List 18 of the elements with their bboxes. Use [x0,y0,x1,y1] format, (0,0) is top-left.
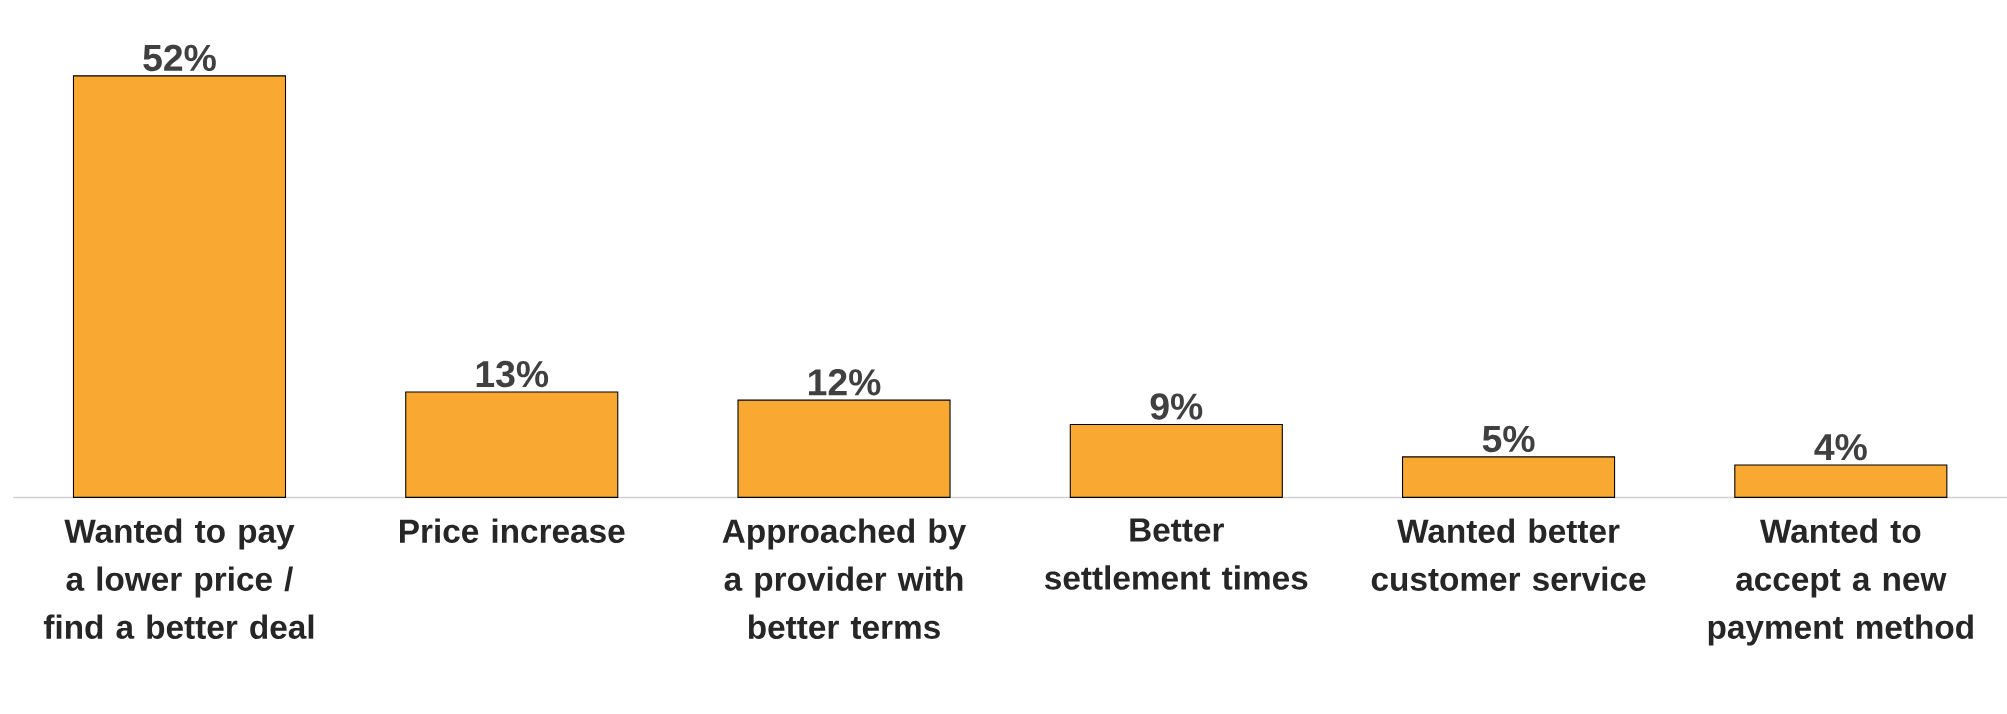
x-tick-label: Price increase [400,518,625,543]
data-label: 12% [809,369,881,396]
x-tick-label: Better settlement times [1044,518,1308,590]
data-label: 5% [1482,425,1535,453]
x-tick-label: Wanted to pay a lower price / find a better deal [43,518,314,639]
bar [72,75,287,498]
data-label: 52% [143,44,216,72]
x-tick-label: Approached by a provider with better terms [722,518,967,639]
bar [1069,423,1283,498]
x-tick-label: Wanted better customer service [1371,518,1646,591]
bar [405,391,619,498]
x-tick-label: Wanted to accept a new payment method [1708,518,1973,646]
data-label: 13% [476,360,549,388]
bar [737,399,951,498]
bar [1734,464,1948,498]
data-label: 4% [1814,433,1867,461]
data-label: 9% [1150,393,1203,420]
bar [1402,456,1616,498]
